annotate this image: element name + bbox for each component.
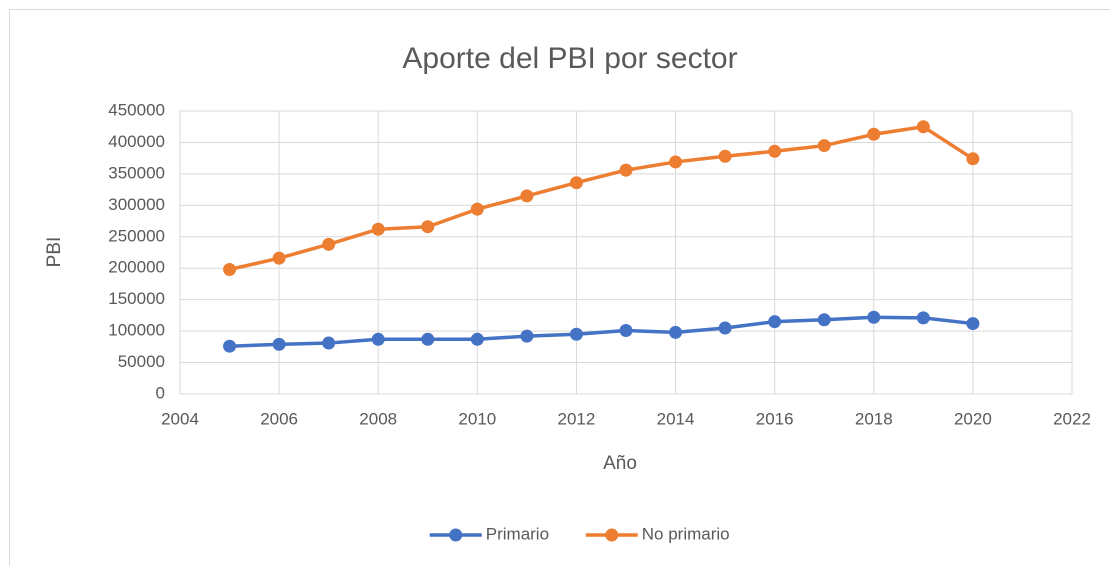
data-point — [322, 237, 336, 251]
data-point — [371, 222, 385, 236]
data-point — [421, 332, 435, 346]
x-tick-label: 2008 — [359, 409, 397, 428]
y-tick-label: 350000 — [108, 163, 165, 182]
data-point — [817, 313, 831, 327]
data-point — [817, 139, 831, 153]
x-tick-label: 2020 — [954, 409, 992, 428]
data-point — [520, 189, 534, 203]
x-tick-label: 2014 — [657, 409, 695, 428]
series-line — [229, 124, 974, 272]
data-point — [569, 327, 583, 341]
data-point — [470, 332, 484, 346]
data-point — [322, 336, 336, 350]
series-line — [229, 315, 974, 348]
y-tick-label: 150000 — [108, 289, 165, 308]
data-point — [272, 337, 286, 351]
legend-marker — [605, 528, 619, 542]
data-point — [718, 149, 732, 163]
data-point — [569, 176, 583, 190]
y-tick-label: 300000 — [108, 195, 165, 214]
y-tick-label: 200000 — [108, 258, 165, 277]
legend-label: No primario — [642, 524, 730, 543]
data-point — [223, 262, 237, 276]
data-point — [619, 323, 633, 337]
data-point — [768, 144, 782, 158]
data-point — [520, 329, 534, 343]
x-tick-label: 2010 — [458, 409, 496, 428]
y-tick-label: 100000 — [108, 321, 165, 340]
data-point — [421, 220, 435, 234]
legend-label: Primario — [486, 524, 549, 543]
data-point — [867, 127, 881, 141]
y-tick-label: 50000 — [118, 352, 165, 371]
data-point — [966, 152, 980, 166]
data-point — [223, 339, 237, 353]
y-axis-label: PBI — [44, 237, 65, 268]
data-point — [718, 321, 732, 335]
data-point — [470, 202, 484, 216]
data-point — [272, 251, 286, 265]
data-point — [619, 163, 633, 177]
x-tick-label: 2006 — [260, 409, 298, 428]
chart-title: Aporte del PBI por sector — [402, 42, 737, 75]
y-tick-label: 450000 — [108, 100, 165, 119]
data-point — [916, 311, 930, 325]
data-point — [966, 317, 980, 331]
x-tick-label: 2022 — [1053, 409, 1091, 428]
y-tick-label: 250000 — [108, 226, 165, 245]
y-tick-label: 400000 — [108, 132, 165, 151]
x-tick-label: 2004 — [161, 409, 199, 428]
legend-marker — [449, 528, 463, 542]
y-tick-label: 0 — [156, 383, 165, 402]
data-point — [669, 155, 683, 169]
x-tick-label: 2018 — [855, 409, 893, 428]
x-tick-label: 2016 — [756, 409, 794, 428]
x-tick-label: 2012 — [558, 409, 596, 428]
data-point — [371, 332, 385, 346]
chart-border — [9, 9, 1110, 566]
x-axis-label: Año — [603, 453, 637, 474]
data-point — [916, 120, 930, 134]
data-point — [867, 310, 881, 324]
data-point — [669, 325, 683, 339]
data-point — [768, 315, 782, 329]
